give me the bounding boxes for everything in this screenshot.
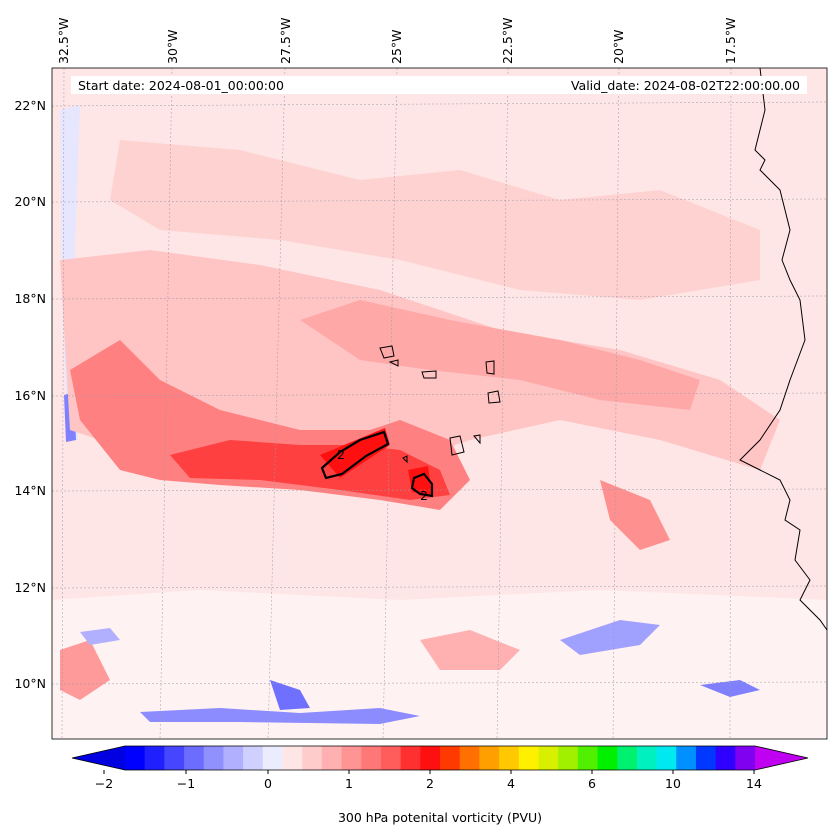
colorbar-segment: [203, 746, 224, 770]
pv-max-region: [320, 428, 390, 478]
colorbar-segment: [184, 746, 205, 770]
colorbar-segment: [558, 746, 579, 770]
colorbar-segment: [223, 746, 244, 770]
colorbar-segment: [479, 746, 500, 770]
colorbar-segment: [282, 746, 303, 770]
colorbar-segment: [400, 746, 421, 770]
longitude-label: 32.5°W: [56, 18, 71, 64]
pv-negative-patch: [80, 628, 120, 645]
latitude-label: 18°N: [14, 291, 46, 306]
colorbar-tick-label: 1: [345, 776, 353, 791]
longitude-label: 27.5°W: [278, 18, 293, 64]
colorbar-segment: [538, 746, 559, 770]
pv-patch: [420, 630, 520, 670]
longitude-label: 22.5°W: [500, 18, 515, 64]
colorbar-segment: [341, 746, 362, 770]
colorbar-tick-label: −2: [95, 776, 113, 791]
colorbar-segment: [361, 746, 382, 770]
colorbar-segment: [656, 746, 677, 770]
latitude-labels: 22°N 20°N 18°N 16°N 14°N 12°N 10°N: [14, 98, 46, 691]
colorbar-segment: [676, 746, 697, 770]
colorbar-segment: [262, 746, 283, 770]
latitude-label: 16°N: [14, 388, 46, 403]
longitude-labels: 32.5°W 30°W 27.5°W 25°W 22.5°W 20°W 17.5°W: [56, 18, 738, 64]
valid-date-label: Valid_date: 2024-08-02T22:00:00.00: [571, 78, 800, 93]
coastline: [379, 68, 827, 631]
contour-label: 2: [337, 447, 345, 462]
colorbar-segment: [577, 746, 598, 770]
colorbar-segment: [420, 746, 441, 770]
colorbar-outline: [71, 745, 809, 771]
longitude-label: 25°W: [389, 29, 404, 64]
graticule: [52, 68, 827, 739]
latitude-label: 10°N: [14, 676, 46, 691]
colorbar-segment: [243, 746, 264, 770]
pv-2-contour: [320, 430, 434, 498]
colorbar-tick-label: −1: [177, 776, 195, 791]
colorbar-segment: [518, 746, 539, 770]
colorbar-tick-label: 2: [426, 776, 434, 791]
colorbar-label: 300 hPa potenital vorticity (PVU): [338, 810, 542, 825]
latitude-label: 22°N: [14, 98, 46, 113]
colorbar-segment: [144, 746, 165, 770]
longitude-label: 30°W: [165, 29, 180, 64]
colorbar-segment: [597, 746, 618, 770]
colorbar-tick-label: 4: [507, 776, 515, 791]
colorbar-segment: [321, 746, 343, 770]
colorbar-segment: [735, 746, 756, 770]
pv-negative-patch: [560, 620, 660, 655]
pv-negative-patch: [270, 680, 310, 710]
latitude-label: 12°N: [14, 580, 46, 595]
colorbar-tick-label: 14: [746, 776, 762, 791]
latitude-label: 20°N: [14, 194, 46, 209]
colorbar-tick-label: 0: [264, 776, 272, 791]
pv-field: 2 2: [52, 68, 827, 739]
pv-patch: [600, 480, 670, 550]
pv-band: [110, 140, 760, 300]
info-box: [71, 76, 807, 94]
colorbar-segment: [440, 746, 461, 770]
pv-max-region: [408, 466, 432, 495]
pv-negative-patch: [140, 708, 420, 724]
contour-label: 2: [420, 488, 428, 503]
start-date-label: Start date: 2024-08-01_00:00:00: [78, 78, 284, 93]
colorbar-under-arrow: [72, 746, 125, 770]
colorbar-segment: [617, 746, 638, 770]
pv-max-region: [170, 440, 450, 500]
colorbar-segment: [125, 746, 146, 770]
colorbar-segment: [380, 746, 402, 770]
pv-patch: [60, 640, 110, 700]
colorbar-segment: [302, 746, 323, 770]
colorbar-segment: [459, 746, 480, 770]
longitude-label: 17.5°W: [723, 18, 738, 64]
colorbar-tick-label: 6: [588, 776, 596, 791]
map-frame: [51, 67, 828, 740]
colorbar-tick-label: 10: [665, 776, 681, 791]
colorbar-over-arrow: [755, 746, 808, 770]
colorbar-segment: [499, 746, 520, 770]
latitude-label: 14°N: [14, 483, 46, 498]
colorbar-segment: [636, 746, 658, 770]
longitude-label: 20°W: [611, 29, 626, 64]
colorbar-segment: [164, 746, 185, 770]
colorbar-segment: [715, 746, 736, 770]
colorbar: −2 −1 0 1 2 4 6 10 14: [71, 745, 809, 791]
pv-band: [300, 300, 700, 410]
colorbar-segment: [695, 746, 717, 770]
